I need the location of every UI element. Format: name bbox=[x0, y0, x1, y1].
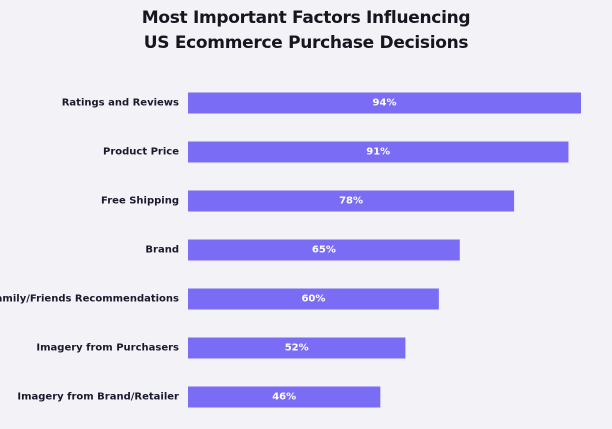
category-label-4: Brand bbox=[145, 245, 179, 256]
value-label-3: 78% bbox=[339, 196, 363, 207]
bar-7 bbox=[188, 386, 381, 408]
bar-2 bbox=[188, 141, 569, 163]
category-label-6: Imagery from Purchasers bbox=[36, 343, 179, 354]
chart-title-line-1: Most Important Factors Influencing bbox=[141, 8, 471, 28]
value-label-4: 65% bbox=[312, 245, 336, 256]
chart-title-line-2: US Ecommerce Purchase Decisions bbox=[143, 33, 469, 53]
bar-5 bbox=[188, 288, 439, 310]
category-label-5: Family/Friends Recommendations bbox=[0, 294, 179, 305]
chart-title: Most Important Factors Influencing US Ec… bbox=[0, 6, 612, 56]
bar-1 bbox=[188, 92, 581, 114]
value-label-7: 46% bbox=[272, 392, 296, 403]
category-label-3: Free Shipping bbox=[101, 196, 179, 207]
bar-4 bbox=[188, 239, 460, 261]
bar-3 bbox=[188, 190, 515, 212]
value-label-2: 91% bbox=[366, 147, 390, 158]
bar-6 bbox=[188, 337, 406, 359]
value-label-1: 94% bbox=[373, 98, 397, 109]
value-label-6: 52% bbox=[285, 343, 309, 354]
category-label-1: Ratings and Reviews bbox=[62, 98, 179, 109]
category-label-2: Product Price bbox=[103, 147, 179, 158]
category-label-7: Imagery from Brand/Retailer bbox=[17, 392, 179, 403]
value-label-5: 60% bbox=[301, 294, 325, 305]
